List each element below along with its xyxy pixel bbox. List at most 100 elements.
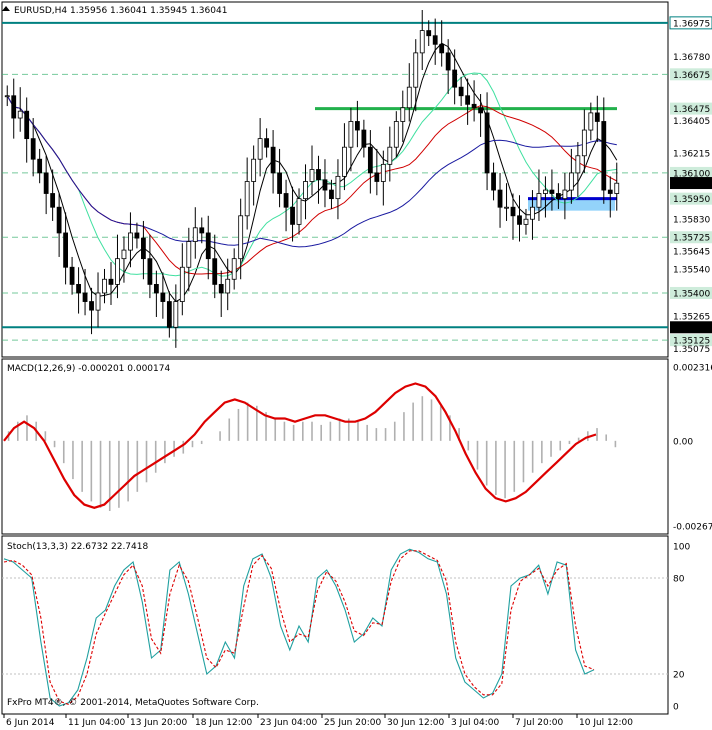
- candle-body: [374, 172, 380, 182]
- candle-body: [478, 107, 483, 114]
- price-axis-label: 1.36780: [673, 53, 710, 63]
- candle: [231, 248, 237, 290]
- candle-body: [76, 283, 81, 294]
- candle: [439, 20, 445, 67]
- candle-body: [257, 138, 263, 160]
- candle-body: [432, 35, 438, 45]
- stoch-main-line: [3, 548, 595, 707]
- candle: [63, 212, 68, 285]
- candle: [523, 208, 529, 235]
- candle: [497, 172, 503, 228]
- candle-body: [30, 138, 36, 160]
- price-axis-label: 1.35200: [673, 324, 710, 334]
- price-axis-label: 1.35950: [673, 195, 710, 205]
- candle: [43, 155, 49, 215]
- candle: [173, 284, 179, 348]
- candle: [354, 100, 360, 148]
- price-axis-label: 1.35075: [673, 345, 710, 355]
- candle-body: [588, 112, 594, 131]
- price-axis-label: 1.35400: [673, 289, 710, 299]
- candle-body: [335, 175, 341, 200]
- candle-body: [530, 206, 535, 220]
- price-label-box: [670, 231, 712, 244]
- candle-body: [283, 193, 289, 208]
- candle: [530, 190, 535, 240]
- candle-body: [452, 69, 458, 88]
- candle-body: [95, 292, 101, 311]
- candle-body: [342, 146, 347, 177]
- candle-body: [4, 95, 10, 98]
- candle: [400, 90, 406, 143]
- candle: [543, 176, 548, 218]
- candle: [212, 234, 218, 299]
- candle: [147, 234, 153, 299]
- candle-body: [322, 179, 328, 191]
- candle-body: [186, 241, 192, 268]
- candle: [141, 220, 146, 280]
- candle: [471, 80, 477, 122]
- candle-body: [134, 232, 140, 239]
- candle: [452, 49, 458, 105]
- candle-body: [218, 283, 224, 294]
- candle-body: [517, 215, 522, 225]
- candle: [160, 272, 166, 319]
- candle-body: [458, 86, 464, 97]
- candle-body: [556, 193, 561, 200]
- candle-body: [128, 232, 133, 251]
- candle: [426, 20, 432, 47]
- candle: [37, 148, 43, 184]
- candle-body: [147, 258, 153, 285]
- price-axis-label: 1.35830: [673, 216, 710, 226]
- price-axis-label: 1.36975: [673, 19, 710, 29]
- candle-body: [536, 193, 542, 208]
- candle: [601, 97, 607, 204]
- candle-body: [329, 189, 334, 200]
- time-axis-label: 3 Jul 04:00: [451, 718, 500, 728]
- candle-body: [543, 189, 548, 194]
- candle: [225, 258, 231, 311]
- price-axis-label: 1.35125: [673, 337, 710, 347]
- candle: [277, 148, 282, 208]
- candle-body: [115, 258, 120, 285]
- candle: [367, 130, 373, 194]
- candle: [581, 109, 587, 173]
- candle: [536, 169, 542, 221]
- candle-body: [504, 206, 509, 209]
- macd-axis-label: 0.00: [673, 437, 693, 447]
- candle-body: [102, 278, 107, 294]
- candle: [108, 262, 114, 305]
- macd-axis-label: 0.002316: [673, 364, 712, 374]
- candle-body: [69, 266, 75, 285]
- candle-body: [11, 95, 17, 119]
- candle: [361, 119, 367, 158]
- price-axis-label: 1.35725: [673, 234, 710, 244]
- candle-body: [594, 112, 600, 122]
- candle-body: [393, 121, 399, 148]
- candle-body: [153, 283, 159, 294]
- candle: [335, 159, 341, 220]
- candle: [296, 188, 302, 235]
- candle: [303, 164, 308, 220]
- ma-fast-line: [6, 42, 618, 303]
- candle-body: [24, 110, 30, 140]
- candle-body: [43, 172, 49, 194]
- price-axis-label: 1.36405: [673, 117, 710, 127]
- candle-body: [166, 301, 172, 328]
- candle-body: [63, 232, 68, 268]
- price-axis-label: 1.35265: [673, 313, 710, 323]
- candle: [458, 76, 464, 107]
- time-axis-label: 7 Jul 20:00: [515, 718, 564, 728]
- candle-body: [419, 30, 425, 54]
- candle: [316, 155, 321, 204]
- chart-header: EURUSD,H4 1.35956 1.36041 1.35945 1.3604…: [14, 6, 227, 16]
- candle-body: [296, 198, 302, 225]
- candle: [510, 193, 516, 240]
- candle: [264, 128, 270, 158]
- candle: [290, 186, 295, 242]
- stoch-axis-label: 0: [673, 703, 679, 713]
- candle: [517, 195, 522, 242]
- candle: [192, 207, 198, 259]
- candle: [218, 270, 224, 317]
- candle: [153, 270, 159, 317]
- candle: [568, 148, 574, 204]
